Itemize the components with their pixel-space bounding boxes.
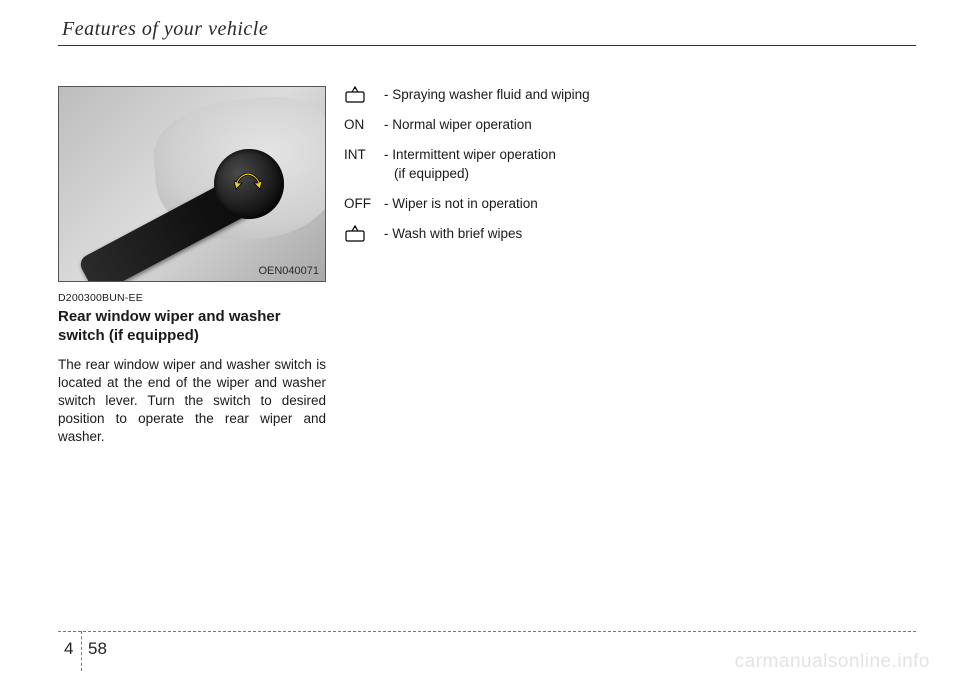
header-rule bbox=[58, 45, 916, 46]
column-right bbox=[630, 86, 898, 447]
page-number: 58 bbox=[88, 639, 107, 659]
figure-arrow-icon bbox=[234, 173, 262, 193]
def-wash-desc: - Wash with brief wipes bbox=[384, 225, 612, 243]
subhead-line1: Rear window wiper and washer bbox=[58, 308, 281, 325]
footer-dash-vertical bbox=[81, 631, 82, 671]
figure-id: OEN040071 bbox=[258, 265, 319, 277]
page-footer: 4 58 bbox=[0, 631, 960, 671]
column-left: OEN040071 D200300BUN-EE Rear window wipe… bbox=[58, 86, 326, 447]
def-on-desc: - Normal wiper operation bbox=[384, 116, 612, 134]
spray-icon bbox=[344, 225, 376, 243]
def-int-desc-line1: - Intermittent wiper operation bbox=[384, 147, 556, 162]
def-spray-desc: - Spraying washer fluid and wiping bbox=[384, 86, 612, 104]
subhead-line2: switch (if equipped) bbox=[58, 327, 199, 344]
column-middle: - Spraying washer fluid and wiping ON - … bbox=[344, 86, 612, 447]
def-on-key: ON bbox=[344, 116, 376, 134]
def-off-key: OFF bbox=[344, 195, 376, 213]
manual-page: Features of your vehicle OEN040071 D2003… bbox=[0, 0, 960, 689]
definition-list: - Spraying washer fluid and wiping ON - … bbox=[344, 86, 612, 243]
def-int-desc: - Intermittent wiper operation (if equip… bbox=[384, 146, 612, 182]
subheading: Rear window wiper and washer switch (if … bbox=[58, 308, 326, 346]
code-label: D200300BUN-EE bbox=[58, 292, 326, 304]
spray-icon bbox=[344, 86, 376, 104]
chapter-number: 4 bbox=[64, 639, 73, 659]
body-paragraph: The rear window wiper and washer switch … bbox=[58, 356, 326, 447]
content-columns: OEN040071 D200300BUN-EE Rear window wipe… bbox=[58, 86, 916, 447]
def-int-key: INT bbox=[344, 146, 376, 182]
def-int-desc-line2: (if equipped) bbox=[384, 166, 469, 181]
footer-dash-horizontal bbox=[58, 631, 916, 632]
figure-image: OEN040071 bbox=[58, 86, 326, 282]
running-head: Features of your vehicle bbox=[58, 18, 916, 41]
def-off-desc: - Wiper is not in operation bbox=[384, 195, 612, 213]
